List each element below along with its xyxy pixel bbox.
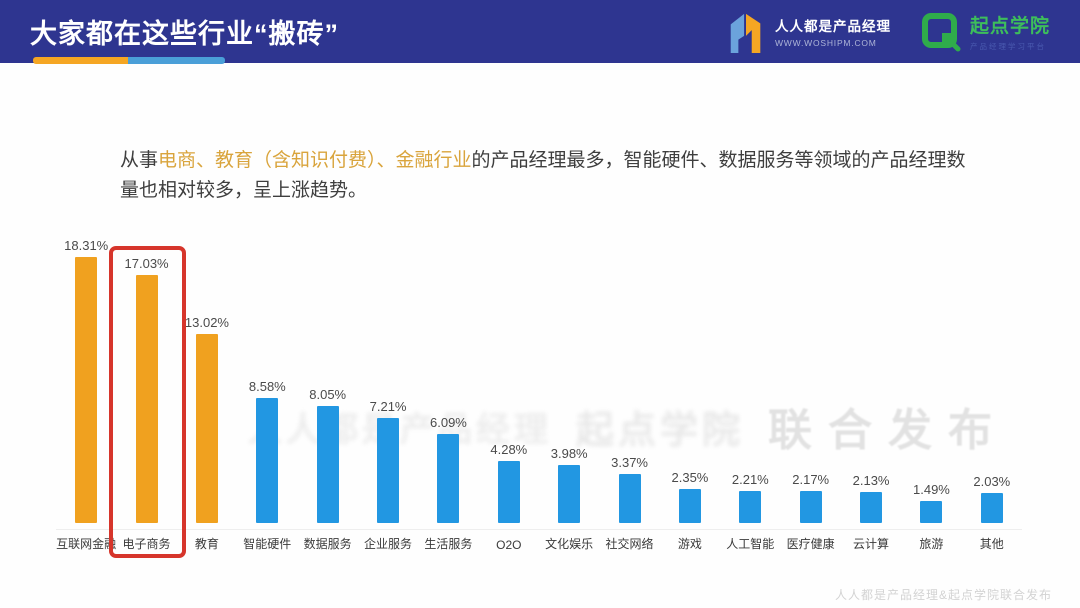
title-underline (33, 57, 225, 64)
bar-column-互联网金融: 18.31% 互联网金融 (56, 238, 116, 552)
bar-category-label: 云计算 (853, 537, 890, 551)
woshipm-logo-url: WWW.WOSHIPM.COM (774, 38, 877, 48)
header-bar: 大家都在这些行业“搬砖” 人人都是产品经理 WWW.WOSHIPM.COM (0, 0, 1080, 64)
bar-value-label: 17.03% (124, 256, 169, 271)
bar (437, 434, 460, 523)
bar (618, 474, 641, 523)
qidian-q-icon (921, 12, 961, 51)
bar-category-label: 社交网络 (605, 537, 654, 551)
bar-category-label: 互联网金融 (56, 537, 117, 551)
bar-value-label: 2.21% (731, 472, 769, 487)
bar (860, 492, 883, 523)
bar-column-其他: 2.03% 其他 (962, 474, 1022, 552)
bar-value-label: 6.09% (430, 415, 467, 430)
title-wrap: 大家都在这些行业“搬砖” (0, 12, 339, 64)
title-underline-blue (128, 57, 225, 64)
bottom-watermark: 人人都是产品经理&起点学院联合发布 (834, 588, 1052, 602)
bar-category-label: 旅游 (919, 537, 944, 551)
bar-value-label: 1.49% (913, 482, 950, 497)
bar-category-label: 智能硬件 (243, 537, 292, 551)
description-highlight: 电商、教育（含知识付费）、金融行业 (158, 150, 472, 171)
qidian-logo-name: 起点学院 (969, 16, 1050, 37)
bar-category-label: 企业服务 (364, 537, 413, 551)
bar-column-人工智能: 2.21% 人工智能 (720, 472, 780, 552)
bar-column-旅游: 1.49% 旅游 (901, 482, 961, 552)
description-text: 从事电商、教育（含知识付费）、金融行业的产品经理最多，智能硬件、数据服务等领域的… (120, 146, 972, 206)
bar (678, 489, 701, 523)
bar-value-label: 4.28% (490, 442, 528, 457)
bar-category-label: 人工智能 (726, 537, 775, 551)
bar (135, 275, 158, 523)
woshipm-logo-name: 人人都是产品经理 (774, 19, 891, 34)
bar-category-label: 数据服务 (303, 537, 352, 551)
woshipm-m-icon (730, 13, 761, 53)
bar (256, 398, 279, 523)
bar-column-智能硬件: 8.58% 智能硬件 (237, 379, 297, 552)
bar-value-label: 8.05% (309, 387, 347, 402)
bar-category-label: 文化娱乐 (545, 537, 594, 551)
bar (739, 491, 762, 523)
woshipm-logo: 人人都是产品经理 WWW.WOSHIPM.COM (726, 11, 891, 53)
bar-value-label: 3.98% (550, 446, 588, 461)
bar-column-教育: 13.02% 教育 (177, 315, 237, 552)
bar (316, 406, 339, 523)
bar-column-医疗健康: 2.17% 医疗健康 (781, 472, 841, 552)
description-suffix: 的产品经理最多，智能硬件、数据服务等领域的产品经理数量也相对较多，呈上涨趋势。 (120, 150, 966, 201)
bar (497, 461, 520, 523)
bar-category-label: 电子商务 (122, 537, 171, 551)
bar-value-label: 8.58% (248, 379, 286, 394)
bar (799, 491, 822, 523)
bar-chart: 18.31% 互联网金融 17.03% 电子商务 13.02% 教育 8.58% 智能硬件 8.… (56, 238, 1022, 552)
bar-column-文化娱乐: 3.98% 文化娱乐 (539, 446, 599, 552)
title-underline-orange (33, 57, 128, 64)
qidian-logo: 起点学院 产品经理学习平台 (921, 11, 1050, 52)
bar (195, 334, 218, 523)
bar-category-label: 其他 (979, 537, 1004, 551)
bar-column-云计算: 2.13% 云计算 (841, 473, 901, 552)
bar-category-label: 游戏 (677, 537, 702, 551)
bar-column-社交网络: 3.37% 社交网络 (599, 455, 659, 552)
bar-value-label: 7.21% (369, 399, 407, 414)
qidian-logo-text: 起点学院 产品经理学习平台 (970, 11, 1050, 52)
bar-column-游戏: 2.35% 游戏 (660, 470, 720, 552)
bar-value-label: 2.13% (852, 473, 890, 488)
qidian-logo-tagline: 产品经理学习平台 (969, 42, 1046, 51)
description-prefix: 从事 (120, 150, 159, 171)
bar (558, 465, 581, 523)
bar-column-企业服务: 7.21% 企业服务 (358, 399, 418, 552)
bar-category-label: O2O (496, 538, 522, 552)
bar-value-label: 18.31% (64, 238, 109, 253)
bar-value-label: 13.02% (184, 315, 229, 330)
woshipm-logo-text: 人人都是产品经理 WWW.WOSHIPM.COM (775, 15, 891, 48)
bar (377, 418, 400, 523)
page-title: 大家都在这些行业“搬砖” (30, 19, 339, 49)
bar-value-label: 2.03% (973, 474, 1011, 489)
bar (75, 257, 98, 523)
bar-category-label: 医疗健康 (786, 537, 835, 551)
bar (980, 493, 1003, 523)
header-logos: 人人都是产品经理 WWW.WOSHIPM.COM 起点学院 产品经理学习平台 (726, 11, 1080, 53)
bar-column-电子商务: 17.03% 电子商务 (116, 256, 176, 552)
bar-category-label: 生活服务 (424, 537, 473, 551)
bar-value-label: 2.17% (792, 472, 830, 487)
bar-category-label: 教育 (194, 537, 219, 551)
bar-column-数据服务: 8.05% 数据服务 (298, 387, 358, 552)
bar-value-label: 3.37% (611, 455, 648, 470)
bar-column-O2O: 4.28% O2O (479, 442, 539, 552)
bar (920, 501, 943, 523)
bar-column-生活服务: 6.09% 生活服务 (418, 415, 478, 552)
bar-value-label: 2.35% (671, 470, 709, 485)
